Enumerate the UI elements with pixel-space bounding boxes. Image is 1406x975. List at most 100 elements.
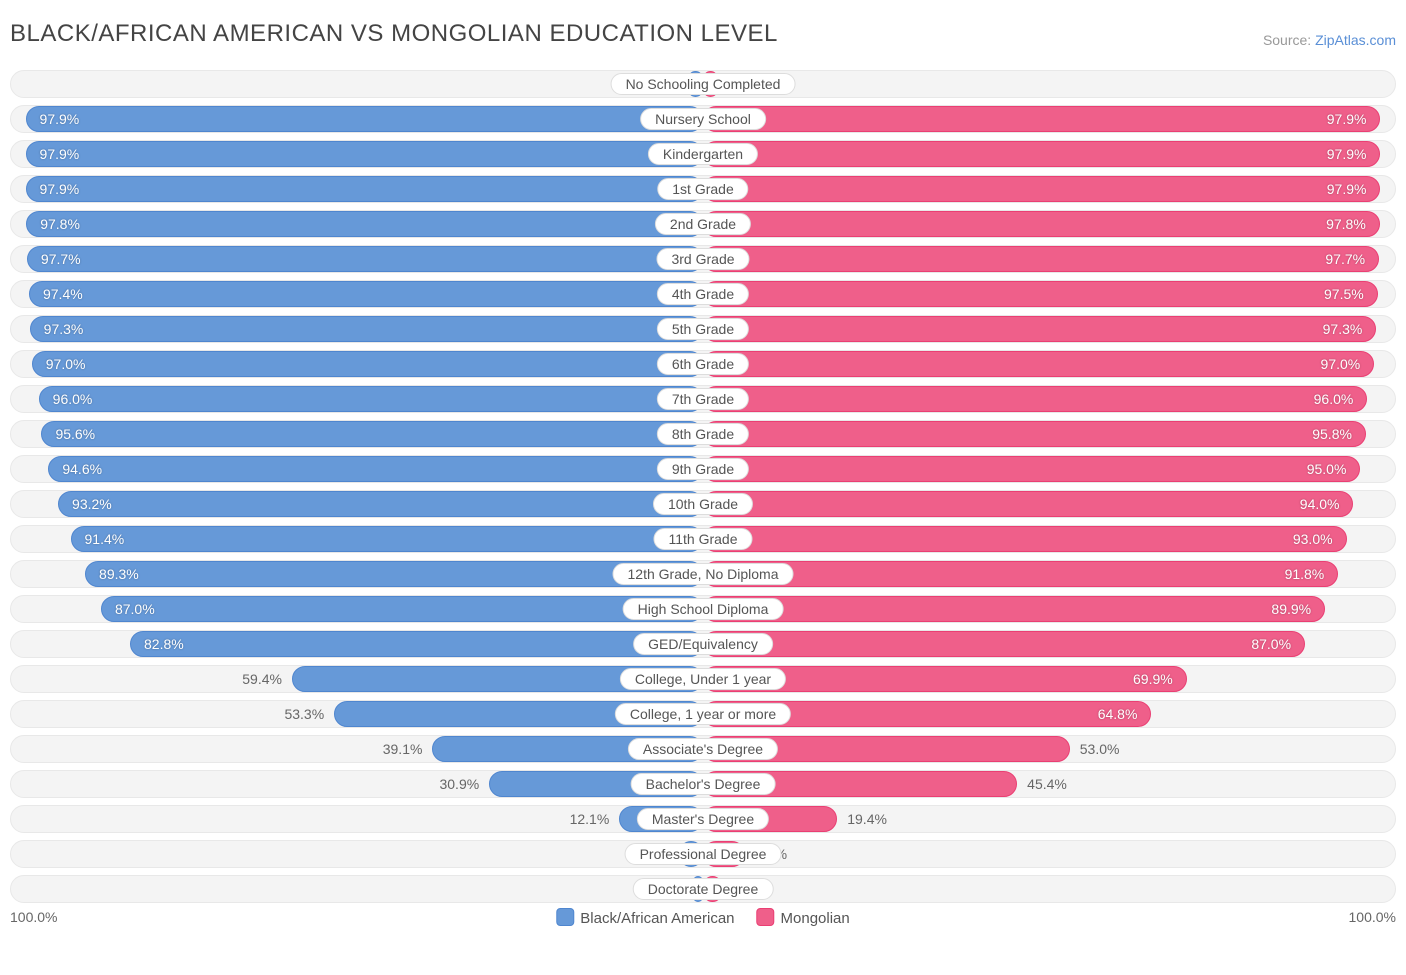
pct-left: 91.4% — [85, 531, 125, 547]
pct-left: 94.6% — [62, 461, 102, 477]
category-label: Kindergarten — [648, 143, 758, 165]
bar-right — [703, 561, 1338, 587]
category-label: 8th Grade — [657, 423, 749, 445]
chart-row: 94.6% 95.0% 9th Grade — [10, 455, 1396, 483]
category-label: Associate's Degree — [628, 738, 778, 760]
bar-right — [703, 386, 1367, 412]
pct-left: 97.8% — [40, 216, 80, 232]
bar-left — [101, 596, 703, 622]
category-label: 9th Grade — [657, 458, 749, 480]
chart-row: 93.2%94.0%10th Grade — [10, 490, 1396, 518]
legend-right-label: Mongolian — [781, 910, 850, 927]
bar-left — [26, 211, 703, 237]
pct-right: 64.8% — [1098, 706, 1138, 722]
bar-right — [703, 176, 1380, 202]
bar-right — [703, 631, 1305, 657]
category-label: College, 1 year or more — [615, 703, 791, 725]
bar-right — [703, 421, 1366, 447]
bar-left — [130, 631, 703, 657]
chart-row: 2.1%2.1%No Schooling Completed — [10, 70, 1396, 98]
pct-right: 97.9% — [1327, 146, 1367, 162]
pct-left: 97.3% — [44, 321, 84, 337]
pct-right: 96.0% — [1314, 391, 1354, 407]
category-label: GED/Equivalency — [633, 633, 773, 655]
bar-right — [703, 141, 1380, 167]
chart-row: 97.9% 97.9% 1st Grade — [10, 175, 1396, 203]
pct-left: 97.7% — [41, 251, 81, 267]
pct-right: 69.9% — [1133, 671, 1173, 687]
pct-right: 53.0% — [1080, 741, 1120, 757]
legend-right: Mongolian — [757, 908, 850, 927]
pct-left: 95.6% — [55, 426, 95, 442]
chart-row: 97.4% 97.5% 4th Grade — [10, 280, 1396, 308]
category-label: 5th Grade — [657, 318, 749, 340]
pct-right: 97.0% — [1321, 356, 1361, 372]
bar-right — [703, 246, 1379, 272]
category-label: 4th Grade — [657, 283, 749, 305]
bar-right — [703, 281, 1378, 307]
chart-row: 59.4% 69.9% College, Under 1 year — [10, 665, 1396, 693]
category-label: College, Under 1 year — [620, 668, 786, 690]
chart-row: 12.1%19.4%Master's Degree — [10, 805, 1396, 833]
pct-left: 53.3% — [284, 706, 324, 722]
pct-right: 94.0% — [1300, 496, 1340, 512]
bar-right — [703, 596, 1325, 622]
pct-left: 97.9% — [40, 146, 80, 162]
source-link[interactable]: ZipAtlas.com — [1315, 32, 1396, 48]
chart-rows: 2.1%2.1%No Schooling Completed97.9%97.9%… — [10, 70, 1396, 903]
category-label: High School Diploma — [623, 598, 784, 620]
pct-left: 97.4% — [43, 286, 83, 302]
pct-left: 12.1% — [570, 811, 610, 827]
bar-right — [703, 316, 1376, 342]
legend-left-label: Black/African American — [580, 910, 734, 927]
category-label: No Schooling Completed — [611, 73, 796, 95]
chart-row: 30.9%45.4%Bachelor's Degree — [10, 770, 1396, 798]
bar-left — [26, 106, 703, 132]
pct-left: 97.9% — [40, 111, 80, 127]
pct-left: 97.9% — [40, 181, 80, 197]
bar-left — [58, 491, 703, 517]
pct-right: 19.4% — [847, 811, 887, 827]
category-label: 1st Grade — [657, 178, 748, 200]
pct-right: 87.0% — [1251, 636, 1291, 652]
category-label: Nursery School — [640, 108, 766, 130]
chart-row: 89.3%91.8%12th Grade, No Diploma — [10, 560, 1396, 588]
pct-right: 97.5% — [1324, 286, 1364, 302]
pct-right: 97.8% — [1326, 216, 1366, 232]
bar-left — [48, 456, 703, 482]
pct-left: 96.0% — [53, 391, 93, 407]
pct-left: 59.4% — [242, 671, 282, 687]
bar-left — [32, 351, 703, 377]
chart-row: 87.0%89.9%High School Diploma — [10, 595, 1396, 623]
pct-right: 91.8% — [1285, 566, 1325, 582]
bar-left — [29, 281, 703, 307]
category-label: Bachelor's Degree — [631, 773, 776, 795]
pct-right: 89.9% — [1271, 601, 1311, 617]
legend-left: Black/African American — [556, 908, 734, 927]
category-label: 2nd Grade — [655, 213, 751, 235]
chart-row: 39.1%53.0%Associate's Degree — [10, 735, 1396, 763]
pct-right: 97.9% — [1327, 111, 1367, 127]
chart-row: 95.6% 95.8% 8th Grade — [10, 420, 1396, 448]
chart-container: BLACK/AFRICAN AMERICAN VS MONGOLIAN EDUC… — [10, 20, 1396, 931]
bar-right — [703, 106, 1380, 132]
category-label: 10th Grade — [653, 493, 753, 515]
category-label: 7th Grade — [657, 388, 749, 410]
chart-row: 3.4%6.1%Professional Degree — [10, 840, 1396, 868]
chart-title: BLACK/AFRICAN AMERICAN VS MONGOLIAN EDUC… — [10, 20, 778, 48]
chart-header: BLACK/AFRICAN AMERICAN VS MONGOLIAN EDUC… — [10, 20, 1396, 48]
pct-right: 95.8% — [1312, 426, 1352, 442]
pct-left: 82.8% — [144, 636, 184, 652]
pct-right: 95.0% — [1307, 461, 1347, 477]
category-label: 12th Grade, No Diploma — [613, 563, 794, 585]
chart-row: 97.7%97.7%3rd Grade — [10, 245, 1396, 273]
pct-right: 97.3% — [1323, 321, 1363, 337]
bar-left — [39, 386, 703, 412]
chart-axis: 100.0% Black/African American Mongolian … — [10, 903, 1396, 931]
chart-row: 1.4%2.8%Doctorate Degree — [10, 875, 1396, 903]
pct-right: 97.9% — [1327, 181, 1367, 197]
axis-left-label: 100.0% — [10, 909, 57, 925]
category-label: Doctorate Degree — [633, 878, 774, 900]
pct-right: 45.4% — [1027, 776, 1067, 792]
source-prefix: Source: — [1263, 32, 1315, 48]
